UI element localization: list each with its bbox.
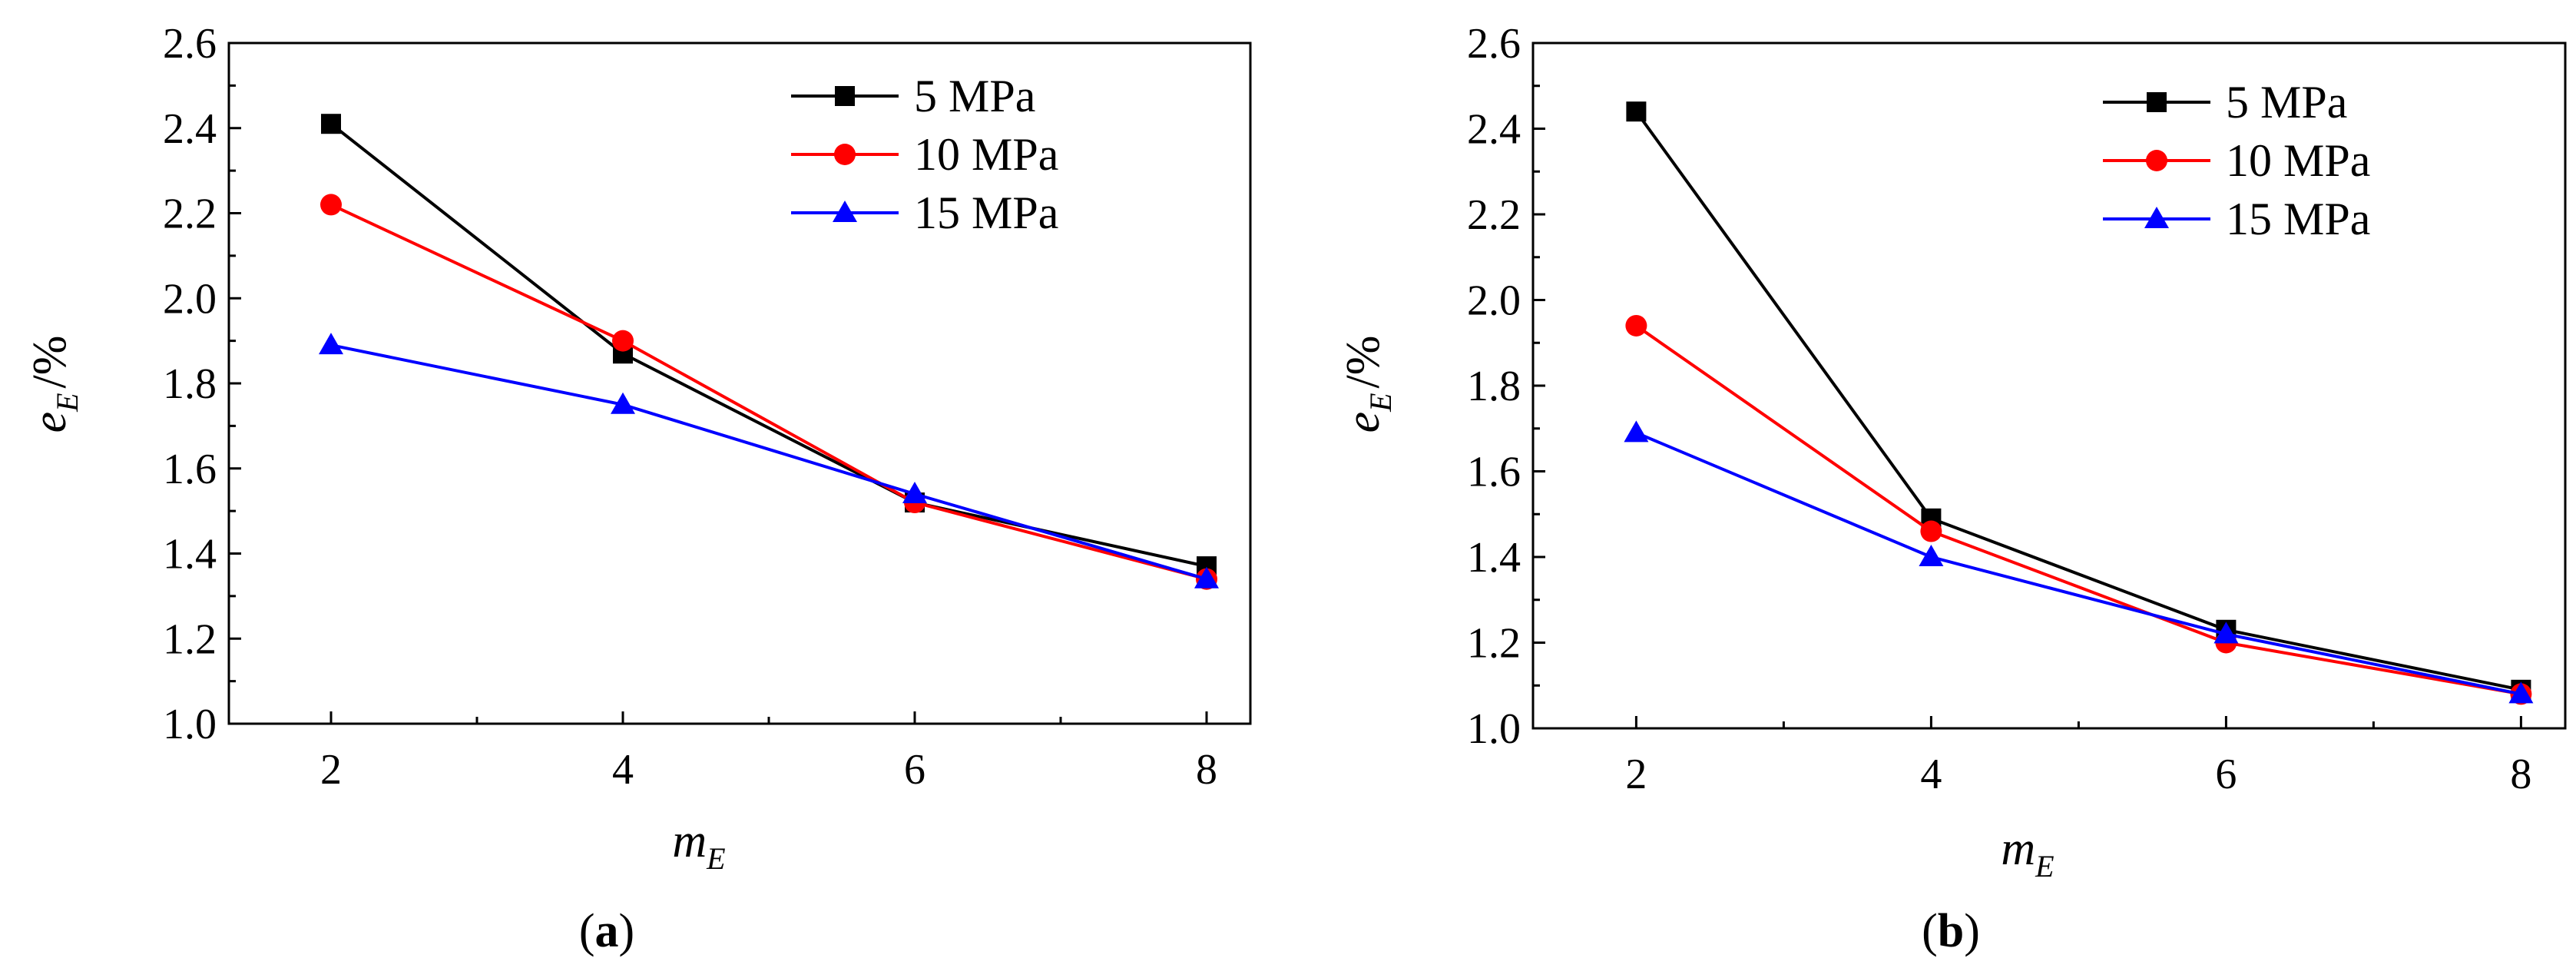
data-point <box>2213 622 2239 644</box>
data-point <box>1624 420 1649 443</box>
series-line <box>1635 431 2521 696</box>
y-tick-label: 1.2 <box>1467 620 1521 668</box>
series-line <box>1635 324 2521 696</box>
series-10-mpa <box>1625 314 2532 705</box>
x-tick-label: 4 <box>1920 751 1942 798</box>
y-tick-label: 2.0 <box>163 275 217 323</box>
data-point <box>1920 520 1942 542</box>
y-tick-label: 2.6 <box>1467 20 1521 68</box>
legend-marker <box>834 144 856 165</box>
data-point <box>320 194 342 216</box>
y-tick-label: 2.6 <box>163 20 217 68</box>
x-tick-label: 4 <box>612 746 634 794</box>
x-axis-title-sub: E <box>706 841 725 876</box>
panel-label-open: ( <box>1922 905 1938 957</box>
data-point <box>1626 101 1647 122</box>
x-tick-label: 8 <box>1196 746 1217 794</box>
y-tick-label: 2.2 <box>163 191 217 238</box>
y-tick-label: 1.6 <box>1467 449 1521 496</box>
legend-marker <box>2144 207 2169 228</box>
y-axis-title-unit: /% <box>1337 336 1389 389</box>
data-point <box>1625 314 1647 336</box>
x-tick-label: 6 <box>904 746 925 794</box>
legend-label: 5 MPa <box>2226 77 2347 128</box>
panel-label-close: ) <box>1964 905 1980 957</box>
x-axis-title-sub: E <box>2035 849 2054 884</box>
y-axis-title-sub: E <box>1363 393 1398 412</box>
series-10-mpa <box>320 194 1217 590</box>
y-tick-label: 1.4 <box>163 531 217 579</box>
legend-label: 15 MPa <box>914 187 1058 238</box>
data-point <box>1919 545 1944 566</box>
y-tick-label: 1.0 <box>1467 705 1521 753</box>
y-tick-label: 2.0 <box>1467 277 1521 325</box>
data-point <box>2508 681 2534 704</box>
legend-marker <box>2146 150 2167 171</box>
x-tick-label: 2 <box>320 746 342 794</box>
plot-frame <box>1531 41 2567 730</box>
legend-label: 10 MPa <box>914 129 1058 180</box>
series-15-mpa <box>1624 420 2534 704</box>
panel-label-letter: a <box>595 905 619 957</box>
panel-label-close: ) <box>619 905 635 957</box>
plot-frame <box>227 41 1252 725</box>
y-axis-title-sub: E <box>50 393 84 412</box>
y-axis-title-main: e <box>24 412 76 433</box>
series-5-mpa <box>321 114 1217 577</box>
series-line <box>330 203 1207 581</box>
data-point <box>612 330 634 352</box>
y-tick-label: 2.4 <box>1467 106 1521 154</box>
y-tick-label: 1.8 <box>163 360 217 408</box>
panel-label: (a) <box>579 905 634 957</box>
series-line <box>1634 111 2521 691</box>
x-axis-title-main: m <box>2001 823 2035 875</box>
legend: 5 MPa 10 MPa 15 MPa <box>2103 77 2370 244</box>
x-axis-title-main: m <box>672 815 707 867</box>
legend-label: 15 MPa <box>2226 194 2370 244</box>
y-axis-title-unit: /% <box>24 336 76 389</box>
y-tick-label: 1.8 <box>1467 363 1521 410</box>
y-axis-title: eE /% <box>1337 336 1398 433</box>
legend: 5 MPa 10 MPa 15 MPa <box>791 71 1058 238</box>
y-tick-label: 2.4 <box>163 105 217 153</box>
chart-panel-a: 1.01.21.41.61.82.02.22.42.62 4 6 8eE/%mE(a)… <box>24 20 1252 957</box>
series-5-mpa <box>1626 101 2531 700</box>
panel-label: (b) <box>1922 905 1980 957</box>
panel-label-letter: b <box>1938 905 1964 957</box>
y-tick-label: 1.4 <box>1467 534 1521 582</box>
y-axis-title: eE /% <box>24 336 84 433</box>
legend-label: 10 MPa <box>2226 135 2370 186</box>
x-tick-label: 2 <box>1625 751 1647 798</box>
x-tick-label: 6 <box>2215 751 2237 798</box>
x-axis-title: mE <box>672 815 725 876</box>
y-tick-label: 2.2 <box>1467 191 1521 239</box>
series-line <box>329 122 1207 569</box>
legend-marker <box>833 201 857 222</box>
data-point <box>321 114 341 134</box>
legend-marker <box>2147 92 2167 112</box>
x-tick-label: 8 <box>2510 751 2531 798</box>
series-line <box>330 343 1207 581</box>
series-15-mpa <box>319 333 1219 588</box>
data-point <box>902 481 927 503</box>
y-tick-label: 1.6 <box>163 446 217 493</box>
y-axis-title-main: e <box>1337 412 1389 433</box>
legend-label: 5 MPa <box>914 71 1035 121</box>
data-point <box>1194 566 1219 588</box>
y-tick-label: 1.2 <box>163 615 217 663</box>
x-axis-title: mE <box>2001 823 2054 884</box>
panel-label-open: ( <box>579 905 595 957</box>
data-point <box>319 333 343 355</box>
data-point <box>611 392 635 414</box>
legend-marker <box>835 86 855 106</box>
chart-panel-b: 1.01.21.41.61.82.02.22.42.62 4 6 8eE/%mE(b)… <box>1337 20 2567 957</box>
y-tick-label: 1.0 <box>163 701 217 748</box>
